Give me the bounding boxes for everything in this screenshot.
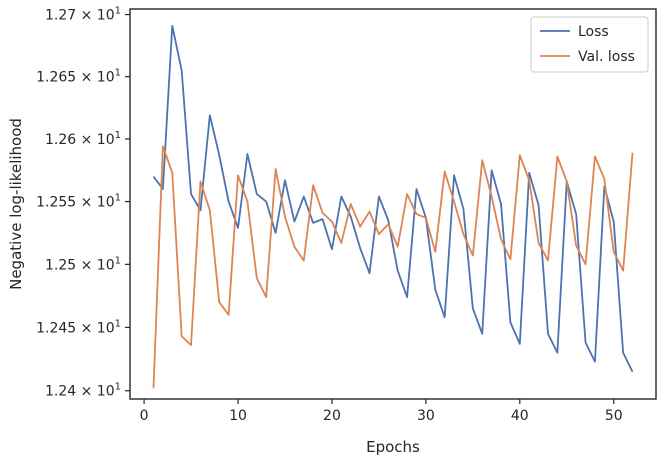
x-tick-label: 40 bbox=[511, 408, 529, 424]
y-axis: 1.24 × 101 1.245 × 101 1.25 × 101 1.255 × 1… bbox=[36, 6, 130, 400]
series-line-0 bbox=[152, 24, 634, 373]
y-tick-label: 1.245 × 101 bbox=[36, 318, 121, 336]
x-tick-label: 50 bbox=[605, 408, 623, 424]
x-tick-label: 10 bbox=[229, 408, 247, 424]
y-tick-label: 1.25 × 101 bbox=[45, 255, 121, 273]
y-tick-label: 1.27 × 101 bbox=[45, 6, 121, 24]
y-axis-label: Negative log-likelihood bbox=[7, 118, 25, 290]
series-layer bbox=[152, 24, 634, 389]
y-tick-label: 1.24 × 101 bbox=[45, 382, 121, 400]
legend-label-loss: Loss bbox=[578, 24, 609, 40]
plot-frame bbox=[129, 8, 657, 400]
series-line-1 bbox=[152, 145, 634, 389]
x-tick-label: 30 bbox=[417, 408, 435, 424]
y-tick-label: 1.265 × 101 bbox=[36, 68, 121, 86]
x-axis: 0 10 20 30 40 50 bbox=[140, 399, 623, 424]
legend-label-val-loss: Val. loss bbox=[578, 49, 635, 65]
legend: Loss Val. loss bbox=[530, 16, 649, 73]
x-tick-label: 20 bbox=[323, 408, 341, 424]
y-tick-label: 1.26 × 101 bbox=[45, 130, 121, 148]
x-tick-label: 0 bbox=[140, 408, 149, 424]
y-tick-label: 1.255 × 101 bbox=[36, 193, 121, 211]
x-axis-label: Epochs bbox=[366, 438, 420, 456]
